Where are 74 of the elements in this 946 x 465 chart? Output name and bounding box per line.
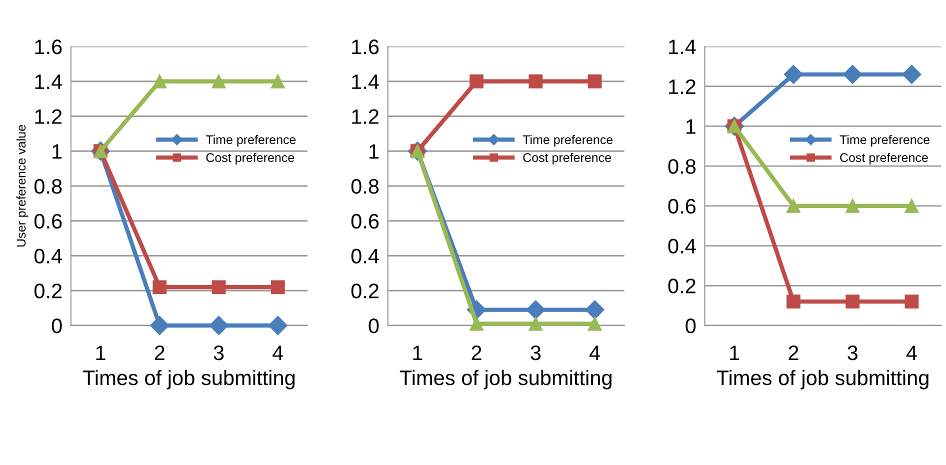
x-tick-label: 3 [848, 345, 858, 360]
x-axis-title: Times of job submitting [716, 370, 928, 390]
y-tick-label: 0.8 [351, 179, 379, 194]
y-tick-label: 0.6 [351, 214, 379, 229]
point [902, 64, 922, 84]
y-tick-label: 1 [52, 144, 62, 159]
x-tick-label: 1 [413, 346, 422, 360]
y-tick-label: 0.4 [668, 238, 696, 254]
y-tick-label: 0.6 [34, 214, 62, 229]
x-tick-label: 3 [214, 345, 224, 360]
legend-label: Time preference [840, 134, 930, 147]
point [270, 74, 285, 88]
point [270, 280, 285, 294]
y-axis-title: User preference value [16, 125, 28, 247]
point [786, 198, 800, 213]
legend-label: Cost preference [206, 152, 294, 165]
x-axis-title: Times of job submitting [82, 370, 295, 390]
y-tick-label: 0.8 [668, 159, 696, 174]
y-tick-label: 1.4 [669, 40, 696, 54]
legend-label: Cost preference [523, 152, 611, 165]
y-tick-label: 0.4 [351, 248, 379, 264]
point [784, 64, 803, 84]
point [528, 74, 543, 88]
point [846, 198, 860, 213]
point [904, 198, 919, 213]
point [585, 300, 604, 320]
point [526, 300, 546, 320]
y-tick-label: 0.2 [34, 284, 62, 298]
x-tick-label: 4 [906, 346, 917, 360]
y-tick-label: 0.8 [34, 179, 62, 194]
x-tick-label: 3 [530, 345, 541, 360]
y-tick-label: 1.2 [35, 109, 62, 124]
y-tick-label: 1.2 [352, 109, 378, 124]
x-tick-label: 2 [788, 345, 798, 360]
y-tick-label: 1.6 [35, 40, 62, 54]
x-tick-label: 4 [589, 346, 600, 360]
y-tick-label: 0 [686, 318, 696, 334]
x-tick-label: 2 [154, 345, 164, 360]
point [152, 280, 167, 294]
y-tick-label: 1.4 [352, 74, 379, 89]
y-tick-label: 1.6 [352, 40, 379, 54]
point [212, 280, 226, 294]
point [786, 294, 800, 309]
legend-label: Time preference [206, 134, 296, 147]
point [528, 316, 543, 331]
y-tick-label: 0.2 [668, 278, 696, 294]
legend-label: Time preference [522, 134, 613, 147]
point [212, 74, 226, 88]
y-tick-label: 0.2 [351, 284, 378, 298]
legend-label: Cost preference [840, 152, 928, 165]
x-tick-label: 4 [272, 346, 284, 360]
point [152, 74, 167, 88]
y-tick-label: 0.4 [34, 248, 62, 264]
point [209, 316, 228, 336]
x-tick-label: 1 [730, 346, 740, 360]
y-tick-label: 0 [52, 318, 62, 334]
x-tick-label: 2 [472, 345, 482, 360]
y-tick-label: 0 [368, 318, 379, 334]
point [846, 294, 860, 309]
y-tick-label: 1 [686, 119, 696, 134]
point [843, 64, 862, 84]
point [470, 74, 484, 88]
y-tick-label: 1 [370, 144, 379, 159]
x-tick-label: 1 [96, 346, 106, 360]
point [904, 294, 919, 309]
point [150, 316, 170, 336]
y-tick-label: 1.2 [669, 79, 696, 94]
point [588, 74, 602, 88]
point [268, 316, 288, 336]
x-axis-title: Times of job submitting [400, 370, 612, 390]
point [588, 316, 602, 331]
point [470, 316, 484, 331]
y-tick-label: 1.4 [35, 74, 62, 89]
y-tick-label: 0.6 [668, 198, 696, 214]
